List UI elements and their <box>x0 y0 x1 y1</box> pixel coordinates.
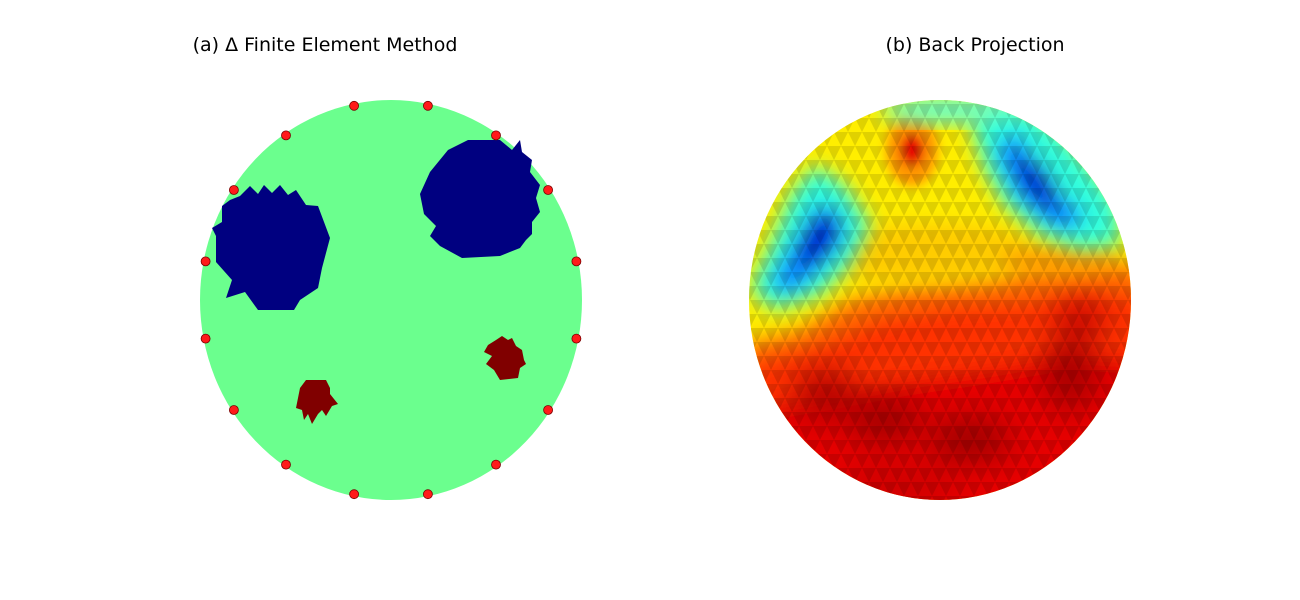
electrode-marker <box>228 405 239 415</box>
panel-backprojection: (b) Back Projection <box>650 0 1300 600</box>
fem-inclusion-red-left <box>296 380 338 424</box>
fem-inclusion-blue-right <box>420 140 540 258</box>
fem-inclusion-red-right <box>484 336 526 380</box>
fem-inclusion-blue-left <box>212 185 330 310</box>
backprojection-field <box>749 100 1131 500</box>
fem-image <box>200 100 582 500</box>
electrode-marker <box>281 459 291 470</box>
electrode-marker <box>200 256 211 267</box>
backprojection-image <box>749 100 1131 500</box>
electrode-marker <box>422 489 433 500</box>
electrode-marker <box>491 459 501 470</box>
electrode-marker <box>571 333 582 344</box>
fem-electrodes <box>200 100 582 500</box>
electrode-marker <box>349 100 360 111</box>
electrode-marker <box>200 333 211 344</box>
electrode-marker <box>491 130 501 141</box>
panel-fem-title: (a) Δ Finite Element Method <box>192 34 458 56</box>
electrode-marker <box>543 185 553 195</box>
electrode-marker <box>571 256 582 267</box>
panel-fem: (a) Δ Finite Element Method <box>192 34 582 500</box>
electrode-marker <box>228 185 239 195</box>
electrode-marker <box>543 405 553 415</box>
electrode-marker <box>281 130 291 141</box>
electrode-marker <box>349 489 360 500</box>
electrode-marker <box>422 100 433 111</box>
panel-backprojection-title: (b) Back Projection <box>885 34 1065 56</box>
